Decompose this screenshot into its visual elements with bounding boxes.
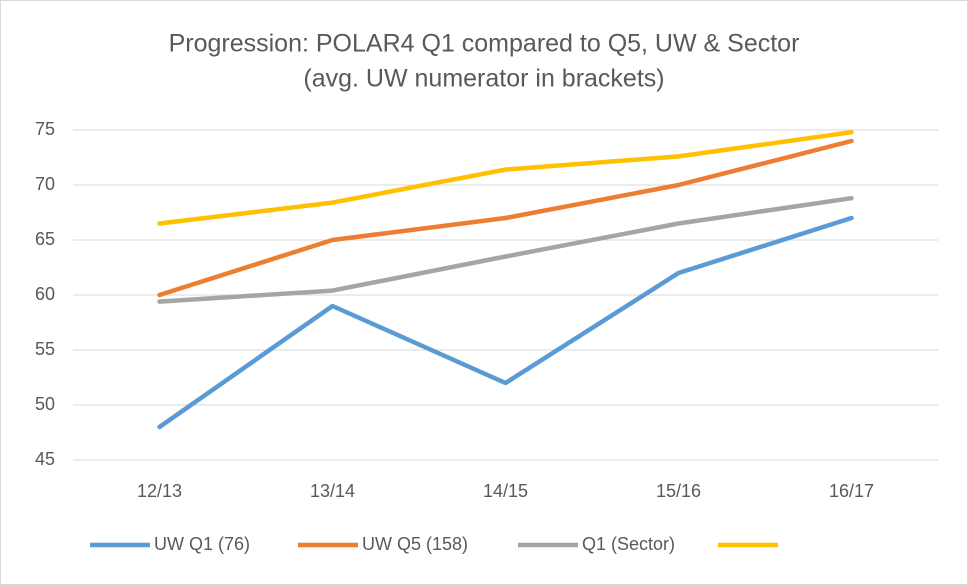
chart-subtitle: (avg. UW numerator in brackets)	[303, 65, 664, 93]
y-tick-label: 60	[35, 284, 55, 304]
x-tick-label: 13/14	[310, 481, 355, 501]
y-tick-label: 50	[35, 394, 55, 414]
series-line	[157, 138, 854, 298]
y-tick-label: 55	[35, 339, 55, 359]
y-tick-label: 45	[35, 449, 55, 469]
series-line	[157, 215, 854, 430]
chart-title: Progression: POLAR4 Q1 compared to Q5, U…	[169, 30, 800, 58]
y-tick-label: 75	[35, 119, 55, 139]
x-tick-label: 15/16	[656, 481, 701, 501]
legend-label: Q1 (Sector)	[582, 534, 675, 554]
y-tick-label: 65	[35, 229, 55, 249]
series-line	[157, 195, 854, 304]
legend-label: UW Q1 (76)	[154, 534, 250, 554]
y-tick-label: 70	[35, 174, 55, 194]
legend-label: UW Q5 (158)	[362, 534, 468, 554]
series-line	[157, 129, 854, 226]
x-tick-label: 12/13	[137, 481, 182, 501]
x-tick-label: 14/15	[483, 481, 528, 501]
x-tick-label: 16/17	[829, 481, 874, 501]
